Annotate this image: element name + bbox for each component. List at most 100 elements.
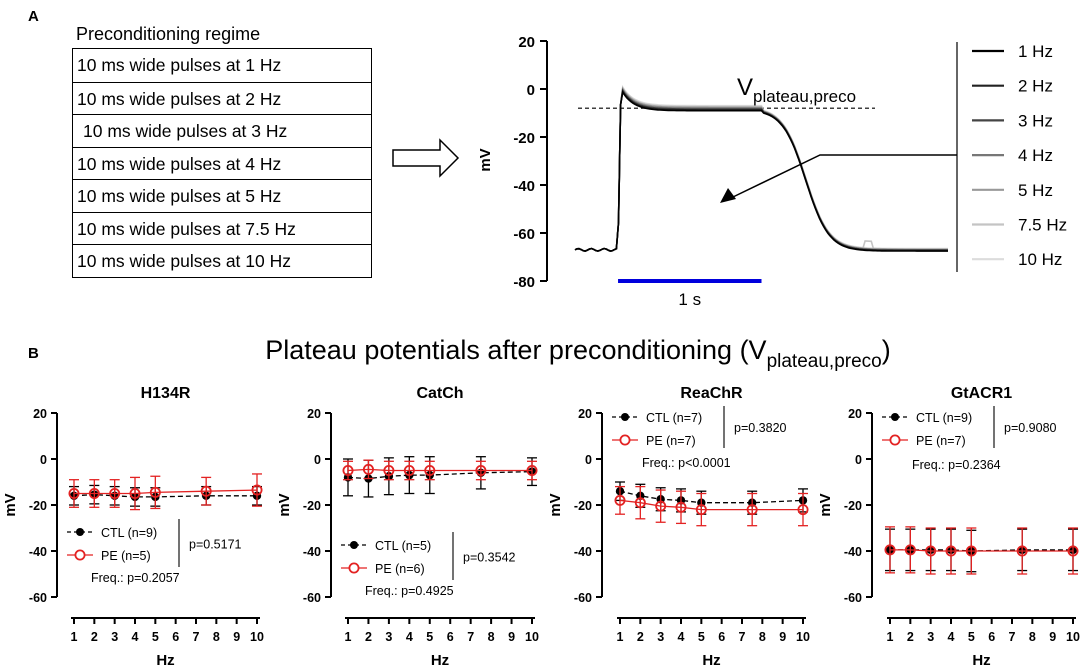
chart-x-tick-label: 2: [637, 630, 644, 644]
trace-ylabel: mV: [477, 148, 494, 171]
legend-pe-swatch: [348, 562, 360, 574]
chart-x-tick-label: 2: [907, 630, 914, 644]
data-point: [129, 487, 141, 499]
chart-y-tick-label: -60: [303, 591, 321, 605]
chart-title: CatCh: [416, 385, 463, 402]
trace-line: [574, 86, 948, 252]
chart-x-tick-label: 7: [467, 630, 474, 644]
chart-xlabel: Hz: [156, 652, 174, 669]
chart-x-tick-label: 4: [678, 630, 685, 644]
legend-ctl-label: CTL (n=9): [916, 411, 972, 425]
chart-y-tick-label: -40: [303, 545, 321, 559]
data-point: [342, 464, 354, 476]
chart-title: H134R: [141, 385, 191, 402]
data-point: [1016, 545, 1028, 557]
data-point: [403, 464, 415, 476]
annotation-arrowhead: [720, 188, 736, 203]
chart-x-tick-label: 10: [1066, 630, 1080, 644]
stats-p-value: p=0.3820: [734, 421, 787, 435]
chart-x-tick-label: 8: [759, 630, 766, 644]
chart-y-tick-label: 0: [855, 453, 862, 467]
regime-table: Preconditioning regime 10 ms wide pulses…: [72, 18, 372, 278]
chart-xlabel: Hz: [702, 652, 720, 669]
chart-x-tick-label: 3: [111, 630, 118, 644]
data-point: [200, 485, 212, 497]
chart-y-tick-label: -40: [29, 545, 47, 559]
chart-ylabel: mV: [2, 493, 19, 516]
data-point: [362, 463, 374, 475]
trace-y-tick-label: -20: [513, 130, 535, 147]
section-title-main: Plateau potentials after preconditioning…: [265, 335, 766, 365]
chart-y-tick-label: -60: [29, 591, 47, 605]
series-line: [347, 468, 532, 472]
chart-legend: CTL (n=9) PE (n=7) p=0.9080 Freq.: p=0.2364: [882, 406, 1057, 472]
regime-row: 10 ms wide pulses at 4 Hz: [73, 146, 371, 180]
chart-x-tick-label: 7: [193, 630, 200, 644]
regime-rows: 10 ms wide pulses at 1 Hz 10 ms wide pul…: [72, 48, 372, 278]
trace-line: [574, 85, 948, 252]
plateau-annotation-main: V: [737, 74, 753, 101]
chart-x-tick-label: 9: [779, 630, 786, 644]
data-point: [251, 484, 263, 496]
series-line: [347, 470, 533, 480]
chart-x-tick-label: 2: [365, 630, 372, 644]
data-point: [746, 504, 758, 516]
legend-pe-label: PE (n=6): [375, 562, 425, 576]
chart-x-tick-label: 1: [617, 630, 624, 644]
chart-x-tick-label: 4: [948, 630, 955, 644]
series-line: [619, 490, 804, 504]
chart-y-tick-label: -60: [844, 591, 862, 605]
legend-ctl-label: CTL (n=5): [375, 539, 431, 553]
chart-legend: CTL (n=9) PE (n=5) p=0.5171 Freq.: p=0.2057: [67, 519, 242, 585]
regime-row: 10 ms wide pulses at 1 Hz: [77, 55, 282, 75]
data-point: [109, 487, 121, 499]
legend-ctl-label: CTL (n=7): [646, 411, 702, 425]
chart-y-tick-label: -20: [303, 499, 321, 513]
legend-ctl-swatch: [350, 541, 358, 549]
trace-line: [574, 89, 948, 252]
trace-y-tick-label: 20: [518, 34, 535, 51]
chart-x-tick-label: 8: [213, 630, 220, 644]
legend-ctl-swatch: [621, 413, 629, 421]
chart-x-tick-label: 6: [447, 630, 454, 644]
legend-label: 1 Hz: [1018, 42, 1053, 61]
chart-x-tick-label: 1: [345, 630, 352, 644]
legend-pe-swatch: [889, 434, 901, 446]
legend-pe-label: PE (n=7): [646, 434, 696, 448]
trace-y-tick-label: -40: [513, 178, 535, 195]
legend-label: 2 Hz: [1018, 77, 1053, 96]
chart-y-tick-label: -20: [574, 499, 592, 513]
regime-title: Preconditioning regime: [76, 24, 261, 44]
legend-ctl-swatch: [76, 528, 84, 536]
regime-row: 10 ms wide pulses at 10 Hz: [73, 244, 371, 277]
data-point: [1067, 545, 1079, 557]
chart-h134r: H134R mV 20 0 -20 -40 -60 1 2 3 4 5 6 7 8 9 10 Hz CTL (n=9…: [2, 385, 264, 669]
pe-series: [614, 485, 809, 527]
section-title-close: ): [882, 335, 891, 365]
legend-ctl-label: CTL (n=9): [101, 526, 157, 540]
trace-y-tick-label: -60: [513, 226, 535, 243]
data-point: [149, 486, 161, 498]
chart-x-tick-label: 3: [657, 630, 664, 644]
annotation-pointer: [732, 154, 957, 198]
legend-label: 3 Hz: [1018, 111, 1053, 130]
trace-lines: [574, 84, 948, 252]
chart-x-tick-label: 5: [152, 630, 159, 644]
section-title: Plateau potentials after preconditioning…: [265, 335, 890, 372]
hollow-arrow-icon: [392, 138, 460, 178]
chart-x-tick-label: 2: [91, 630, 98, 644]
pe-series: [884, 526, 1079, 575]
trace-y-tick-label: 0: [527, 82, 535, 99]
data-point: [675, 501, 687, 513]
regime-row: 10 ms wide pulses at 2 Hz: [73, 81, 371, 115]
legend-label: 10 Hz: [1018, 250, 1062, 269]
regime-row: 10 ms wide pulses at 5 Hz: [73, 179, 371, 212]
regime-row: 10 ms wide pulses at 7.5 Hz: [73, 211, 371, 245]
chart-title: GtACR1: [951, 385, 1012, 402]
chart-x-tick-label: 8: [488, 630, 495, 644]
trace-legend: 1 Hz 2 Hz 3 Hz 4 Hz 5 Hz 7.5 Hz 10 Hz: [972, 42, 1067, 269]
chart-x-tick-label: 9: [233, 630, 240, 644]
series-line: [73, 493, 257, 498]
chart-x-tick-label: 7: [739, 630, 746, 644]
